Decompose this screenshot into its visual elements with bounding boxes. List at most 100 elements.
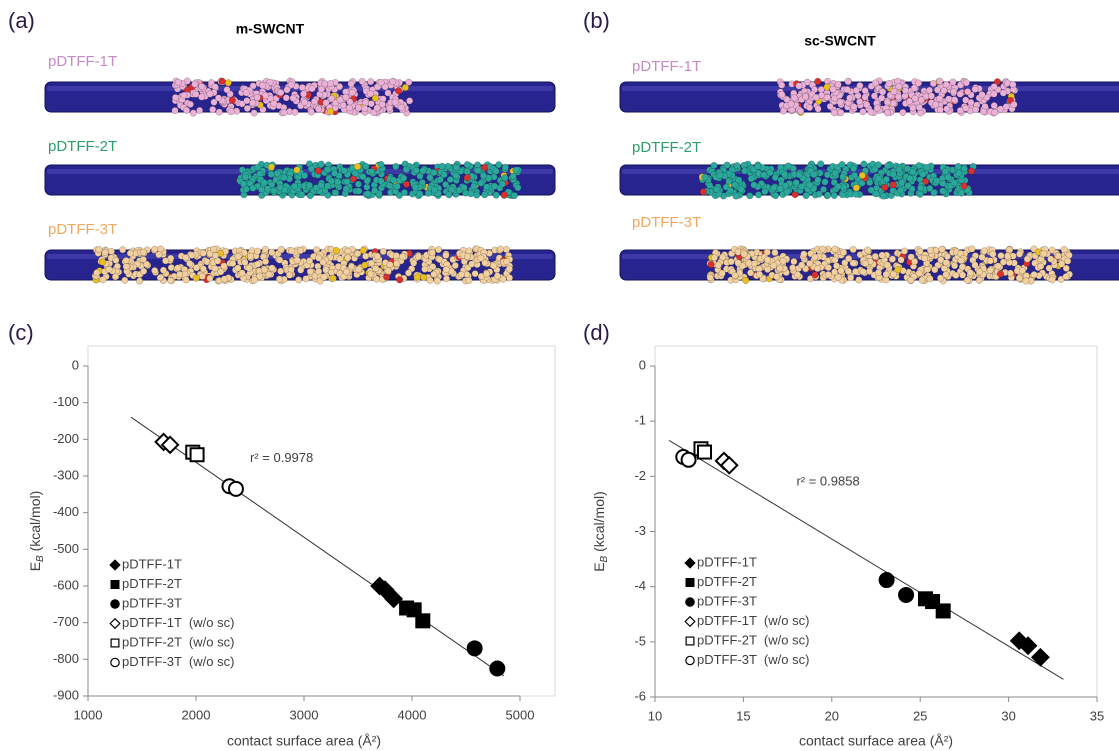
polymer-bead bbox=[796, 83, 803, 90]
polymer-bead bbox=[1004, 253, 1011, 260]
polymer-bead bbox=[193, 275, 200, 282]
polymer-bead bbox=[778, 82, 785, 89]
polymer-bead bbox=[864, 247, 871, 254]
legend-label: pDTFF-1T (w/o sc) bbox=[697, 613, 809, 628]
polymer-bead bbox=[940, 180, 947, 187]
polymer-bead bbox=[991, 102, 998, 109]
polymer-bead bbox=[976, 277, 983, 284]
polymer-bead bbox=[359, 78, 366, 85]
polymer-bead bbox=[207, 275, 214, 282]
polymer-bead bbox=[286, 272, 293, 279]
polymer-bead bbox=[866, 268, 873, 275]
polymer-bead bbox=[812, 272, 819, 279]
polymer-bead bbox=[464, 174, 471, 181]
polymer-bead bbox=[916, 162, 923, 169]
polymer-bead bbox=[1047, 256, 1054, 263]
polymer-bead bbox=[751, 182, 758, 189]
polymer-bead bbox=[385, 90, 392, 97]
polymer-bead bbox=[837, 99, 844, 106]
polymer-bead bbox=[136, 278, 143, 285]
polymer-bead bbox=[905, 182, 912, 189]
polymer-bead bbox=[288, 248, 295, 255]
polymer-bead bbox=[493, 192, 500, 199]
polymer-bead bbox=[330, 275, 337, 282]
polymer-bead bbox=[167, 277, 174, 284]
polymer-bead bbox=[162, 258, 169, 265]
polymer-bead bbox=[796, 172, 803, 179]
polymer-bead bbox=[963, 80, 970, 87]
polymer-bead bbox=[343, 269, 350, 276]
polymer-bead bbox=[242, 174, 249, 181]
polymer-bead bbox=[379, 101, 386, 108]
polymer-bead bbox=[119, 247, 126, 254]
polymer-bead bbox=[464, 161, 471, 168]
polymer-bead bbox=[453, 164, 460, 171]
polymer-bead bbox=[756, 271, 763, 278]
polymer-bead bbox=[175, 265, 182, 272]
y-axis-label: EB (kcal/mol) bbox=[591, 491, 610, 572]
polymer-bead bbox=[764, 257, 771, 264]
polymer-bead bbox=[900, 109, 907, 116]
polymer-bead bbox=[140, 268, 147, 275]
legend-label: pDTFF-2T bbox=[697, 574, 757, 589]
polymer-bead bbox=[962, 97, 969, 104]
polymer-bead bbox=[764, 249, 771, 256]
polymer-bead bbox=[401, 189, 408, 196]
polymer-bead bbox=[471, 183, 478, 190]
legend-symbol bbox=[686, 656, 694, 664]
polymer-bead bbox=[265, 186, 272, 193]
legend-symbol bbox=[110, 619, 120, 629]
polymer-bead bbox=[502, 164, 509, 171]
x-tick-label: 4000 bbox=[398, 707, 427, 722]
polymer-bead bbox=[183, 277, 190, 284]
polymer-bead bbox=[951, 262, 958, 269]
polymer-bead bbox=[151, 246, 158, 253]
legend-label: pDTFF-3T bbox=[697, 593, 757, 608]
polymer-bead bbox=[866, 179, 873, 186]
polymer-bead bbox=[478, 255, 485, 262]
polymer-bead bbox=[801, 251, 808, 258]
polymer-bead bbox=[422, 266, 429, 273]
polymer-bead bbox=[250, 185, 257, 192]
polymer-bead bbox=[1049, 277, 1056, 284]
polymer-bead bbox=[123, 263, 130, 270]
polymer-bead bbox=[309, 85, 316, 92]
polymer-bead bbox=[378, 79, 385, 86]
polymer-bead bbox=[420, 168, 427, 175]
x-tick-label: 35 bbox=[1090, 708, 1104, 723]
polymer-bead bbox=[212, 252, 219, 259]
polymer-bead bbox=[835, 81, 842, 88]
marker-circle bbox=[880, 573, 894, 587]
polymer-bead bbox=[212, 265, 219, 272]
polymer-bead bbox=[998, 252, 1005, 259]
polymer-bead bbox=[344, 178, 351, 185]
polymer-bead bbox=[771, 185, 778, 192]
polymer-bead bbox=[822, 179, 829, 186]
marker-circle bbox=[468, 641, 482, 655]
y-tick-label: -3 bbox=[634, 523, 646, 538]
polymer-bead bbox=[364, 184, 371, 191]
polymer-bead bbox=[308, 166, 315, 173]
polymer-bead bbox=[747, 192, 754, 199]
polymer-bead bbox=[755, 163, 762, 170]
polymer-bead bbox=[278, 89, 285, 96]
polymer-bead bbox=[950, 79, 957, 86]
polymer-bead bbox=[294, 257, 301, 264]
polymer-bead bbox=[182, 254, 189, 261]
polymer-bead bbox=[862, 87, 869, 94]
polymer-bead bbox=[224, 86, 231, 93]
polymer-bead bbox=[762, 188, 769, 195]
polymer-bead bbox=[891, 88, 898, 95]
polymer-bead bbox=[447, 176, 454, 183]
polymer-bead bbox=[868, 187, 875, 194]
x-tick-label: 10 bbox=[648, 708, 662, 723]
polymer-bead bbox=[793, 179, 800, 186]
polymer-bead bbox=[239, 270, 246, 277]
polymer-bead bbox=[934, 178, 941, 185]
polymer-bead bbox=[315, 255, 322, 262]
polymer-bead bbox=[1019, 267, 1026, 274]
polymer-bead bbox=[140, 249, 147, 256]
x-tick-label: 30 bbox=[1001, 708, 1015, 723]
polymer-bead bbox=[1010, 81, 1017, 88]
polymer-bead bbox=[872, 80, 879, 87]
